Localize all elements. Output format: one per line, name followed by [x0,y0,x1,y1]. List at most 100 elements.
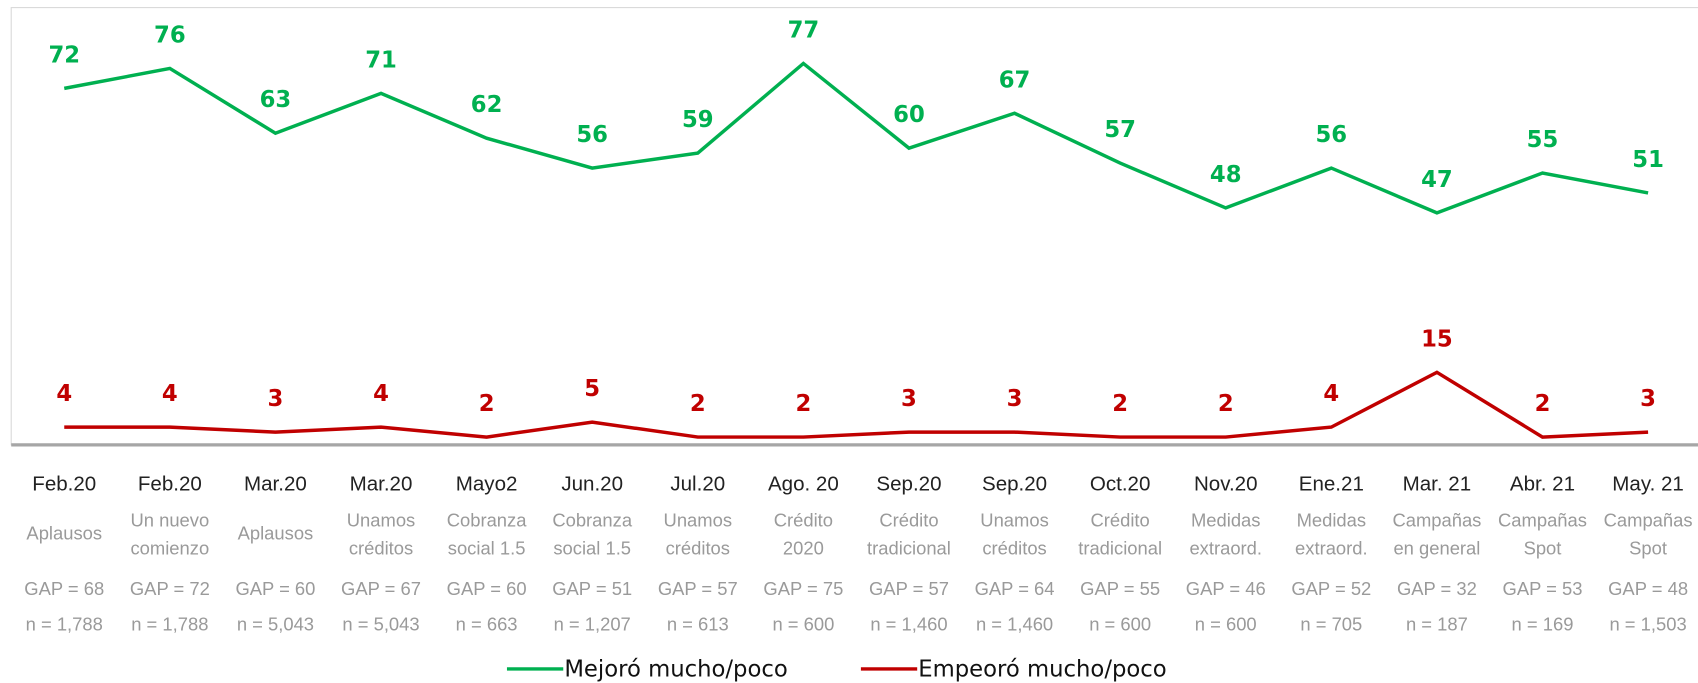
legend-label: Empeoró mucho/poco [918,657,1166,683]
series-line [64,370,1649,439]
gap-label: GAP = 64 [975,578,1055,599]
campaign-label: Medidas [1297,510,1367,531]
data-label: 51 [1632,147,1664,173]
x-tick-label: Mar.20 [244,472,307,495]
sample-label: n = 600 [1089,613,1151,634]
data-label: 67 [999,67,1031,93]
data-label: 72 [48,42,80,68]
data-label: 4 [56,381,72,407]
campaign-label: créditos [666,538,730,559]
campaign-label: Unamos [980,510,1048,531]
data-label: 63 [260,87,292,113]
sample-label: n = 600 [1195,613,1257,634]
x-tick-label: Oct.20 [1090,472,1151,495]
data-label: 56 [576,122,608,148]
sample-label: n = 169 [1512,613,1574,634]
data-label: 3 [901,386,917,412]
x-tick-label: Feb.20 [138,472,202,495]
data-label: 71 [365,47,397,73]
data-label: 47 [1421,167,1453,193]
sample-label: n = 613 [667,613,729,634]
sample-label: n = 1,503 [1609,613,1686,634]
data-label: 4 [162,381,178,407]
campaign-label: Aplausos [26,523,102,544]
gap-label: GAP = 60 [235,578,315,599]
x-tick-label: Ago. 20 [768,472,839,495]
data-label: 55 [1527,127,1559,153]
x-tick-label: Mar. 21 [1403,472,1472,495]
gap-label: GAP = 48 [1608,578,1688,599]
campaign-label: Unamos [347,510,415,531]
data-label: 76 [154,22,186,48]
campaign-label: Campañas [1392,510,1481,531]
sample-label: n = 705 [1300,613,1362,634]
data-label: 2 [479,391,495,417]
sample-label: n = 1,788 [26,613,103,634]
gap-label: GAP = 60 [447,578,527,599]
gap-label: GAP = 67 [341,578,421,599]
x-tick-label: Jul.20 [670,472,725,495]
x-tick-label: Sep.20 [982,472,1047,495]
campaign-label: Cobranza [447,510,528,531]
campaign-label: social 1.5 [553,538,631,559]
x-tick-label: Jun.20 [561,472,623,495]
sample-label: n = 600 [772,613,834,634]
gap-label: GAP = 57 [658,578,738,599]
campaign-label: Un nuevo [130,510,209,531]
data-label: 2 [1112,391,1128,417]
x-tick-label: Mar.20 [350,472,413,495]
gap-label: GAP = 32 [1397,578,1477,599]
campaign-label: Unamos [664,510,732,531]
x-tick-label: Ene.21 [1299,472,1364,495]
data-label: 56 [1316,122,1348,148]
x-tick-label: May. 21 [1612,472,1684,495]
sample-label: n = 663 [456,613,518,634]
sample-label: n = 1,207 [554,613,631,634]
x-tick-label: Nov.20 [1194,472,1258,495]
data-label: 57 [1104,117,1136,143]
campaign-label: en general [1393,538,1480,559]
campaign-label: Aplausos [238,523,314,544]
gap-label: GAP = 53 [1503,578,1583,599]
data-label: 3 [1640,386,1656,412]
x-tick-label: Abr. 21 [1510,472,1575,495]
campaign-label: Cobranza [552,510,633,531]
x-tick-label: Mayo2 [456,472,518,495]
data-label: 4 [1323,381,1339,407]
campaign-label: tradicional [1078,538,1162,559]
data-label: 62 [471,92,503,118]
data-label: 48 [1210,162,1242,188]
campaign-label: Medidas [1191,510,1261,531]
legend-label: Mejoró mucho/poco [564,657,787,683]
data-label: 4 [373,381,389,407]
campaign-label: social 1.5 [448,538,526,559]
campaign-label: Campañas [1604,510,1693,531]
campaign-label: extraord. [1295,538,1368,559]
gap-label: GAP = 72 [130,578,210,599]
sample-label: n = 1,460 [870,613,947,634]
gap-label: GAP = 51 [552,578,632,599]
campaign-label: Spot [1524,538,1562,559]
gap-label: GAP = 75 [763,578,843,599]
data-label: 3 [268,386,284,412]
campaign-label: Crédito [879,510,938,531]
data-label: 59 [682,107,714,133]
gap-label: GAP = 55 [1080,578,1160,599]
series-line [63,61,1649,215]
campaign-label: tradicional [867,538,951,559]
sample-label: n = 187 [1406,613,1468,634]
gap-label: GAP = 52 [1291,578,1371,599]
gap-label: GAP = 68 [24,578,104,599]
x-tick-label: Feb.20 [32,472,96,495]
campaign-label: Crédito [1090,510,1149,531]
campaign-label: 2020 [783,538,824,559]
campaign-label: Spot [1629,538,1667,559]
data-label: 5 [584,376,600,402]
sample-label: n = 5,043 [237,613,314,634]
sample-label: n = 1,788 [131,613,208,634]
gap-label: GAP = 46 [1186,578,1266,599]
data-label: 3 [1007,386,1023,412]
gap-label: GAP = 57 [869,578,949,599]
campaign-label: Crédito [774,510,833,531]
